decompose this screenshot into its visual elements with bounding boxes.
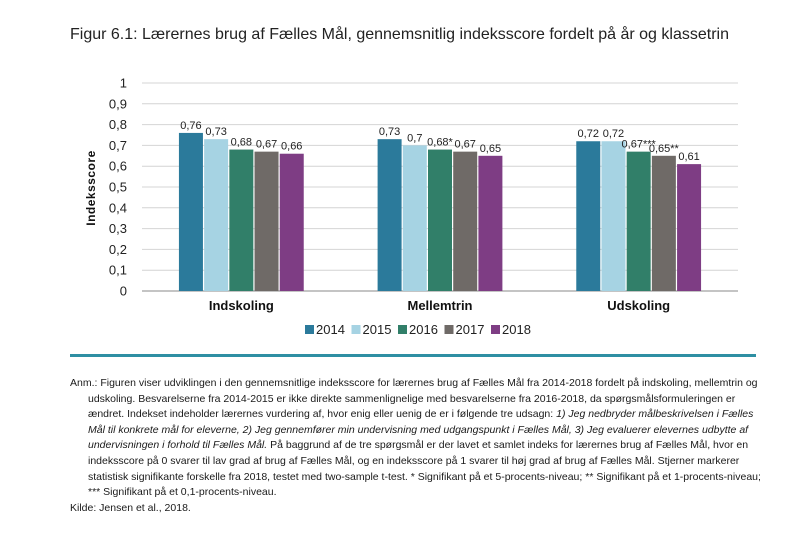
legend-label: 2014 [316, 322, 345, 337]
bar [254, 151, 279, 291]
legend-label: 2015 [363, 322, 392, 337]
legend-swatch [305, 325, 314, 334]
bar-value-label: 0,73 [379, 126, 400, 138]
bar-value-label: 0,68 [231, 137, 252, 149]
bar-value-label: 0,76 [180, 120, 201, 132]
legend-swatch [398, 325, 407, 334]
category-label: Udskoling [607, 298, 670, 313]
divider-line [70, 354, 756, 357]
bar [279, 153, 304, 291]
y-tick-label: 0 [120, 284, 127, 299]
bar [626, 151, 651, 291]
bar-value-label: 0,65** [649, 143, 680, 155]
bar [178, 132, 203, 291]
y-axis-label: Indeksscore [84, 150, 98, 226]
bar-value-label: 0,72 [578, 128, 599, 140]
y-tick-label: 0,9 [109, 96, 127, 111]
annotation-note: Anm.: Figuren viser udviklingen i den ge… [70, 376, 762, 516]
y-tick-label: 1 [120, 76, 127, 91]
bar-value-label: 0,73 [205, 126, 226, 138]
bar [453, 151, 478, 291]
legend-swatch [491, 325, 500, 334]
chart-title: Figur 6.1: Lærernes brug af Fælles Mål, … [70, 26, 729, 43]
bar-chart: 0 0,1 0,2 0,3 0,4 0,5 0,6 0,7 0,8 0,9 1 0,76 0,73 0,… [84, 76, 738, 337]
legend-swatch [351, 325, 361, 334]
source-line: Kilde: Jensen et al., 2018. [70, 501, 191, 514]
bar [576, 141, 601, 291]
bar [428, 149, 452, 291]
bar-value-label: 0,68* [427, 137, 453, 149]
bars [178, 132, 702, 291]
legend-label: 2016 [409, 322, 438, 337]
y-tick-label: 0,2 [109, 242, 127, 257]
category-label: Mellemtrin [407, 298, 472, 313]
bar [377, 139, 402, 291]
bar-value-label: 0,66 [281, 141, 302, 153]
bar-value-label: 0,72 [603, 128, 624, 140]
bar-value-label: 0,67 [256, 139, 277, 151]
y-tick-label: 0,8 [109, 117, 127, 132]
category-labels: Indskoling Mellemtrin Udskoling [209, 298, 670, 313]
note-paragraph: Anm.: Figuren viser udviklingen i den ge… [70, 376, 762, 501]
category-label: Indskoling [209, 298, 274, 313]
bar [677, 164, 702, 291]
bar-value-label: 0,67 [454, 139, 475, 151]
bar [204, 139, 229, 291]
bar [402, 145, 427, 291]
bar-value-label: 0,67*** [622, 139, 657, 151]
legend: 2014 2015 2016 2017 2018 [305, 322, 531, 337]
legend-swatch [444, 325, 454, 334]
bar-value-label: 0,7 [407, 132, 422, 144]
y-tick-label: 0,5 [109, 180, 127, 195]
note-text-rest: På baggrund af de tre spørgsmål er der l… [88, 439, 761, 499]
legend-label: 2017 [456, 322, 485, 337]
y-tick-label: 0,4 [109, 200, 127, 215]
bar-value-label: 0,61 [678, 151, 699, 163]
y-tick-label: 0,6 [109, 159, 127, 174]
bar [478, 155, 503, 291]
note-text: Anm.: Figuren viser udviklingen i den ge… [70, 377, 758, 421]
y-tick-label: 0,7 [109, 138, 127, 153]
note-statements: 1) Jeg nedbryder målbeskrivelsen i Fælle… [88, 408, 754, 452]
legend-label: 2018 [502, 322, 531, 337]
y-tick-label: 0,1 [109, 263, 127, 278]
y-tick-label: 0,3 [109, 221, 127, 236]
bar [229, 149, 254, 291]
data-labels: 0,760,730,68 0,67 0,660,730,7 0,68* 0,67 0,65… [180, 120, 700, 163]
bar [651, 155, 676, 291]
bar-value-label: 0,65 [480, 143, 501, 155]
bar [601, 141, 626, 291]
y-axis-ticks: 0 0,1 0,2 0,3 0,4 0,5 0,6 0,7 0,8 0,9 1 [109, 76, 127, 299]
